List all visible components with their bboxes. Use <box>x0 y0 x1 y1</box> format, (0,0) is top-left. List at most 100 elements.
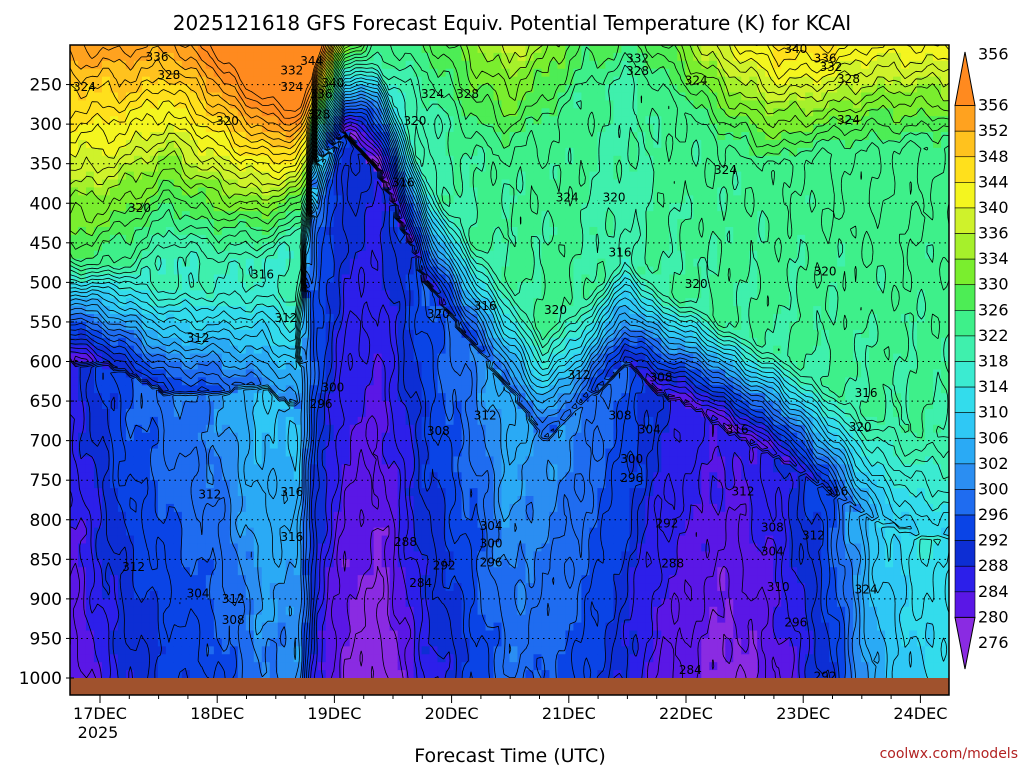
field-cell <box>261 116 271 125</box>
field-cell <box>373 139 383 149</box>
field-cell <box>277 432 287 442</box>
field-cell <box>517 258 527 268</box>
field-cell <box>429 575 439 584</box>
field-cell <box>301 527 311 537</box>
field-cell <box>445 590 455 600</box>
field-cell <box>197 401 207 410</box>
field-cell <box>277 583 287 592</box>
field-cell <box>397 590 407 600</box>
field-cell <box>221 321 231 331</box>
field-cell <box>445 226 455 236</box>
field-cell <box>317 590 327 600</box>
field-cell <box>149 575 159 584</box>
field-cell <box>93 393 103 402</box>
field-cell <box>157 361 167 371</box>
field-cell <box>493 203 503 212</box>
field-cell <box>261 416 271 426</box>
field-cell <box>421 606 431 616</box>
field-cell <box>437 488 447 497</box>
field-cell <box>269 52 279 62</box>
field-cell <box>157 598 167 608</box>
field-cell <box>437 306 447 315</box>
field-cell <box>117 52 127 62</box>
field-cell <box>261 472 271 481</box>
field-cell <box>157 274 167 283</box>
field-cell <box>165 179 175 189</box>
field-cell <box>93 92 103 101</box>
field-cell <box>317 290 327 299</box>
field-cell <box>237 432 247 442</box>
field-cell <box>197 377 207 386</box>
field-cell <box>77 219 87 228</box>
field-cell <box>309 195 319 204</box>
field-cell <box>349 163 359 173</box>
field-cell <box>549 598 559 608</box>
field-cell <box>525 472 535 481</box>
field-cell <box>445 416 455 426</box>
field-cell <box>221 480 231 489</box>
field-cell <box>197 670 207 679</box>
field-cell <box>341 242 351 252</box>
field-cell <box>429 274 439 283</box>
field-cell <box>245 187 255 196</box>
field-cell <box>101 393 111 402</box>
field-cell <box>389 155 399 165</box>
field-cell <box>549 448 559 458</box>
field-cell <box>117 345 127 355</box>
field-cell <box>229 108 239 117</box>
field-cell <box>341 203 351 212</box>
field-cell <box>261 559 271 568</box>
field-cell <box>229 298 239 307</box>
field-cell <box>541 116 551 125</box>
field-cell <box>453 527 463 537</box>
field-cell <box>70 464 79 473</box>
field-cell <box>517 519 527 529</box>
field-cell <box>205 290 215 299</box>
field-cell <box>197 503 207 513</box>
field-cell <box>341 361 351 371</box>
field-cell <box>253 416 263 426</box>
field-cell <box>229 52 239 62</box>
field-cell <box>365 108 375 117</box>
field-cell <box>381 393 391 402</box>
field-cell <box>509 496 519 505</box>
field-cell <box>389 401 399 410</box>
field-cell <box>70 258 79 268</box>
field-cell <box>101 60 111 70</box>
field-cell <box>269 535 279 545</box>
field-cell <box>229 393 239 402</box>
field-cell <box>197 614 207 624</box>
field-cell <box>70 662 79 671</box>
field-cell <box>173 163 183 173</box>
field-cell <box>205 662 215 671</box>
field-cell <box>157 258 167 268</box>
field-cell <box>445 132 455 141</box>
field-cell <box>485 598 495 608</box>
field-cell <box>381 195 391 204</box>
field-cell <box>453 139 463 149</box>
field-cell <box>269 408 279 418</box>
field-cell <box>93 448 103 458</box>
field-cell <box>85 100 95 109</box>
field-cell <box>141 432 151 442</box>
field-cell <box>501 488 511 497</box>
field-cell <box>357 329 367 339</box>
field-cell <box>349 535 359 545</box>
field-cell <box>109 345 119 355</box>
field-cell <box>125 132 135 141</box>
field-cell <box>285 456 295 465</box>
field-cell <box>189 543 199 552</box>
field-cell <box>445 298 455 307</box>
field-cell <box>165 76 175 86</box>
field-cell <box>245 488 255 497</box>
field-cell <box>453 211 463 220</box>
field-cell <box>189 614 199 624</box>
field-cell <box>533 535 543 545</box>
field-cell <box>117 670 127 679</box>
field-cell <box>133 108 143 117</box>
field-cell <box>317 163 327 173</box>
field-cell <box>373 416 383 426</box>
field-cell <box>437 116 447 125</box>
field-cell <box>133 630 143 640</box>
field-cell <box>397 638 407 647</box>
